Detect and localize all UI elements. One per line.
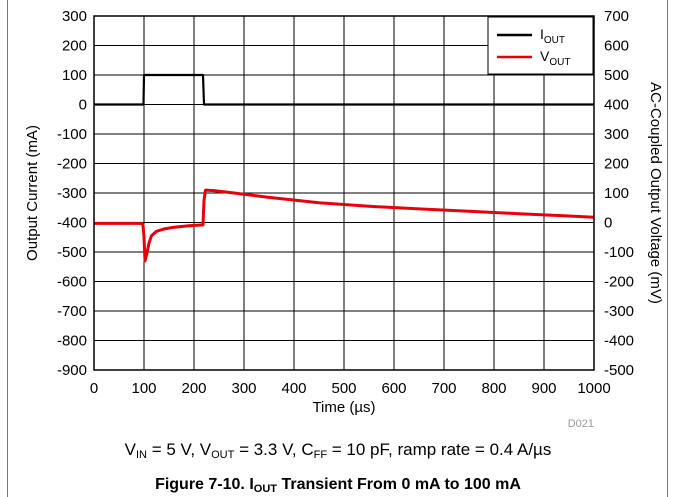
x-tick-label: 500 [331,380,356,397]
legend: IOUT VOUT [487,16,594,75]
left-y-tick-label: -900 [57,362,87,379]
x-tick-label: 900 [531,380,556,397]
right-y-tick-label: 600 [604,38,629,55]
left-y-tick-label: -700 [57,303,87,320]
right-y-axis-label: AC-Coupled Output Voltage (mV) [647,82,664,304]
right-y-tick-label: 100 [604,185,629,202]
x-tick-label: 600 [381,380,406,397]
left-y-tick-labels: 300 200 100 0 -100 -200 -300 -400 -500 -600 -700 -8… [57,8,87,379]
right-y-tick-label: -100 [604,244,634,261]
x-tick-label: 200 [181,380,206,397]
legend-box [487,16,594,75]
x-tick-label: 0 [90,380,98,397]
left-y-tick-label: -500 [57,244,87,261]
left-y-tick-label: 200 [62,38,87,55]
left-y-axis-label: Output Current (mA) [24,125,41,261]
x-tick-label: 1000 [577,380,610,397]
left-y-tick-label: -600 [57,274,87,291]
right-y-tick-label: 300 [604,126,629,143]
left-y-tick-label: -200 [57,156,87,173]
x-tick-label: 800 [481,380,506,397]
right-y-tick-label: 700 [604,8,629,25]
left-y-tick-label: 100 [62,67,87,84]
left-border [7,0,8,497]
legend-label-vout: VOUT [540,48,570,68]
right-y-tick-label: -300 [604,303,634,320]
test-conditions: VIN = 5 V, VOUT = 3.3 V, CFF = 10 pF, ra… [124,440,552,461]
right-y-tick-labels: 700 600 500 400 300 200 100 0 -100 -200 -300 -400 -5… [604,8,634,379]
left-y-tick-label: 300 [62,8,87,25]
right-y-tick-label: -500 [604,362,634,379]
right-border [667,0,668,497]
x-tick-label: 100 [131,380,156,397]
figure-caption: Figure 7-10. IOUT Transient From 0 mA to… [155,476,521,495]
right-y-tick-label: 0 [604,215,612,232]
right-y-tick-label: -200 [604,274,634,291]
right-y-tick-label: -400 [604,333,634,350]
left-y-tick-label: -800 [57,333,87,350]
x-tick-label: 300 [231,380,256,397]
x-tick-label: 400 [281,380,306,397]
left-y-tick-label: -400 [57,215,87,232]
left-y-tick-label: -300 [57,185,87,202]
figure-id: D021 [568,418,594,430]
series-line-iout [94,73,594,106]
plot-area-border [93,15,595,371]
right-y-tick-label: 400 [604,97,629,114]
legend-label-iout: IOUT [540,26,565,46]
left-y-tick-label: -100 [57,126,87,143]
right-y-tick-label: 500 [604,67,629,84]
x-tick-labels: 0 100 200 300 400 500 600 700 800 900 1000 [90,380,611,397]
plot-series [94,73,595,263]
left-y-tick-label: 0 [79,97,87,114]
x-axis-label: Time (µs) [312,399,375,416]
right-y-tick-label: 200 [604,156,629,173]
series-line-vout [94,188,595,263]
x-tick-label: 700 [431,380,456,397]
